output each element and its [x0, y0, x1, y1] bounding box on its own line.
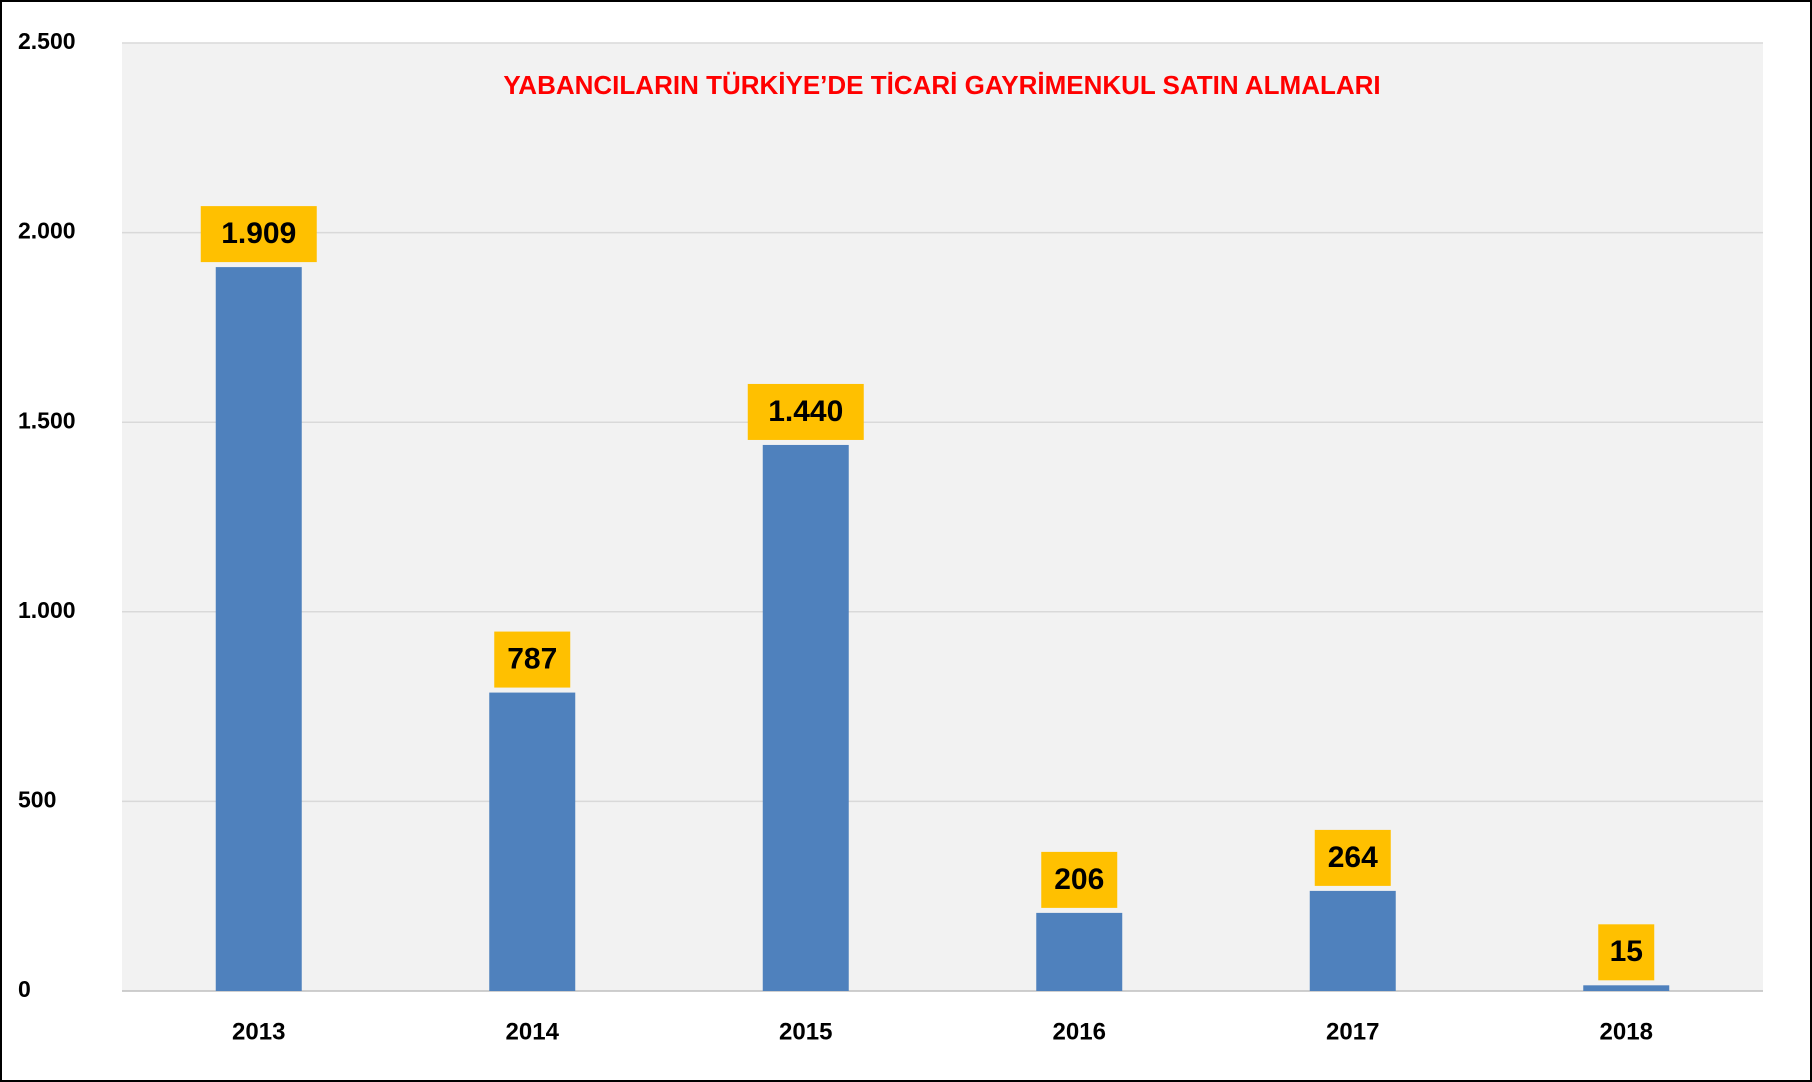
data-label: 206: [1054, 863, 1104, 896]
y-tick-label: 2.000: [18, 218, 76, 244]
bar: [1583, 985, 1670, 991]
x-tick-label: 2015: [779, 1018, 832, 1045]
data-label-box: [200, 206, 317, 263]
x-tick-label: 2018: [1600, 1018, 1653, 1045]
y-tick-label: 1.000: [18, 597, 76, 623]
x-tick-label: 2014: [506, 1018, 560, 1045]
bar: [215, 267, 302, 992]
bar: [1309, 890, 1396, 991]
x-tick-label: 2016: [1053, 1018, 1106, 1045]
data-label-box: [494, 631, 571, 688]
data-label: 1.909: [221, 217, 296, 250]
data-label: 264: [1328, 841, 1378, 874]
data-label: 787: [507, 642, 557, 675]
chart-title: YABANCILARIN TÜRKİYE’DE TİCARİ GAYRİMENK…: [503, 70, 1380, 100]
y-tick-label: 2.500: [18, 28, 76, 54]
y-tick-label: 1.500: [18, 407, 76, 433]
x-tick-label: 2017: [1326, 1018, 1379, 1045]
plot-area: [122, 43, 1763, 991]
data-label-box: [747, 383, 864, 440]
bar: [489, 692, 576, 991]
data-label: 1.440: [768, 395, 843, 428]
bar: [762, 444, 849, 991]
data-label: 15: [1610, 935, 1643, 968]
data-label-box: [1598, 924, 1655, 981]
data-label-box: [1314, 829, 1391, 886]
y-tick-label: 500: [18, 786, 56, 812]
y-tick-label: 0: [18, 976, 31, 1002]
x-tick-label: 2013: [232, 1018, 285, 1045]
data-label-box: [1041, 851, 1118, 908]
bar: [1036, 912, 1123, 991]
